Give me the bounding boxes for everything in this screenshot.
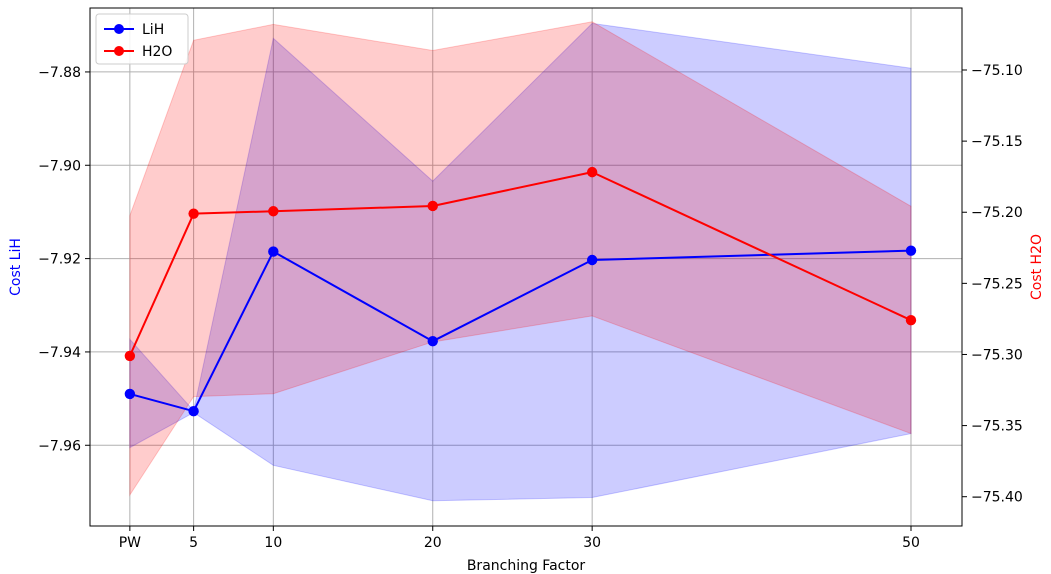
right-tick-label: −75.40 (971, 490, 1023, 506)
band-h2o (129, 21, 912, 497)
point-lih (427, 336, 438, 347)
x-tick-label: 5 (189, 535, 198, 551)
point-h2o (188, 208, 199, 219)
point-h2o (427, 200, 438, 212)
right-axis-ticks: −75.10 −75.15 −75.20 −75.25 −75.30 −75.35 −75.… (962, 63, 1023, 506)
right-tick-label: −75.10 (971, 63, 1023, 79)
left-tick-label: −7.94 (38, 345, 81, 361)
right-tick-label: −75.25 (971, 276, 1023, 292)
left-tick-label: −7.90 (38, 158, 81, 174)
point-h2o (586, 166, 598, 178)
x-tick-label: PW (119, 535, 141, 551)
legend-label-h2o: H2O (142, 44, 172, 60)
legend-label-lih: LiH (142, 22, 164, 38)
line-lih (129, 249, 912, 413)
left-axis-ticks: −7.88 −7.90 −7.92 −7.94 −7.96 (38, 65, 90, 454)
left-tick-label: −7.96 (38, 438, 81, 454)
plot-frame (89, 7, 963, 527)
point-lih (268, 246, 279, 257)
x-tick-label: 20 (424, 535, 442, 551)
point-lih (586, 254, 598, 266)
line-h2o (128, 171, 912, 357)
series-lines (128, 171, 912, 413)
right-tick-label: −75.20 (971, 205, 1023, 221)
x-tick-label: 10 (264, 535, 282, 551)
point-h2o (905, 314, 917, 326)
grid-lines (90, 8, 962, 526)
x-tick-label: 50 (902, 535, 920, 551)
point-lih (124, 388, 136, 400)
right-axis-label: Cost H2O (1029, 234, 1045, 300)
legend-marker-h2o (114, 46, 124, 56)
right-tick-label: −75.30 (971, 347, 1023, 363)
right-tick-label: −75.15 (971, 134, 1023, 150)
left-tick-label: −7.92 (38, 252, 81, 268)
x-axis-label: Branching Factor (467, 558, 586, 574)
confidence-bands (129, 21, 912, 502)
x-tick-label: 30 (583, 535, 601, 551)
right-tick-label: −75.35 (971, 419, 1023, 435)
legend: LiH H2O (95, 13, 189, 65)
point-lih (905, 245, 917, 256)
left-tick-label: −7.88 (38, 65, 81, 81)
legend-marker-lih (114, 24, 124, 34)
point-h2o (124, 350, 136, 362)
left-axis-label: Cost LiH (8, 238, 24, 296)
x-axis-ticks: PW 5 10 20 30 50 (119, 526, 920, 551)
point-h2o (268, 206, 279, 217)
series-points (124, 166, 917, 417)
point-lih (188, 406, 199, 417)
